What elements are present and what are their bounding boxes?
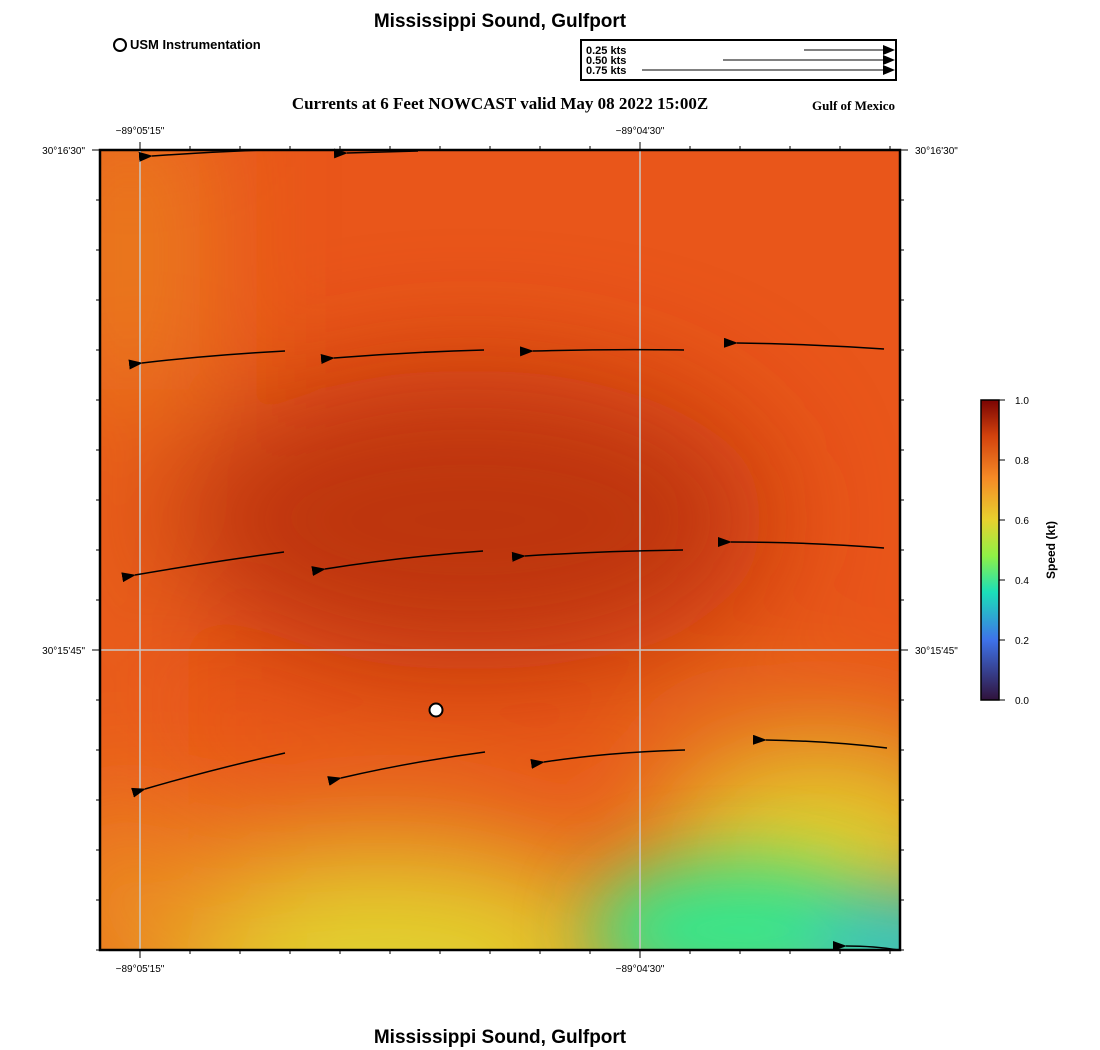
colorbar-tick-label: 1.0: [1015, 396, 1029, 407]
current-vector-arrow: [752, 734, 888, 749]
current-vector-arrow: [723, 337, 885, 350]
current-vector-arrow: [519, 346, 685, 357]
current-vector-arrow: [128, 350, 286, 370]
current-vectors: [121, 148, 899, 951]
region-label: Gulf of Mexico: [812, 98, 896, 113]
station-legend-label: USM Instrumentation: [130, 37, 261, 52]
x-tick-label: −89°05'15": [116, 126, 165, 137]
current-vector-arrow: [327, 751, 486, 786]
colorbar-tick-label: 0.2: [1015, 636, 1029, 647]
x-tick-label: −89°05'15": [116, 964, 165, 975]
y-tick-label: 30°15'45": [42, 646, 85, 657]
footer-title: Mississippi Sound, Gulfport: [373, 1027, 627, 1048]
vector-scale-label: 0.50 kts: [586, 55, 627, 67]
current-vector-arrow: [311, 550, 484, 576]
graticule: [100, 150, 900, 950]
station-marker-icon: [113, 37, 127, 52]
current-vector-arrow: [131, 752, 286, 798]
speed-field: [100, 150, 900, 950]
current-vector-arrow: [320, 349, 485, 365]
x-tick-label: −89°04'30": [616, 964, 665, 975]
colorbar-tick-label: 0.6: [1015, 516, 1029, 527]
speed-colorbar: 1.0 0.8 0.6 0.4 0.2 0.0 Speed (kt): [980, 396, 1058, 707]
vector-scale-legend: 0.25 kts 0.50 kts 0.75 kts: [580, 39, 897, 81]
vector-scale-label: 0.25 kts: [586, 45, 627, 57]
usm-station-marker[interactable]: [428, 702, 444, 718]
vector-scale-arrows: [642, 45, 895, 75]
y-tick-label: 30°16'30": [915, 146, 958, 157]
vector-scale-label: 0.75 kts: [586, 65, 627, 77]
current-vector-arrow: [121, 551, 285, 583]
y-tick-label: 30°15'45": [915, 646, 958, 657]
x-tick-label: −89°04'30": [616, 126, 665, 137]
station-legend: USM Instrumentation: [113, 37, 261, 52]
current-vector-arrow: [717, 536, 885, 549]
colorbar-ramp: [980, 399, 1000, 701]
current-vector-arrow: [530, 749, 686, 769]
map-title: Mississippi Sound, Gulfport: [373, 11, 627, 32]
map-ticks: [92, 142, 908, 958]
colorbar-tick-label: 0.0: [1015, 696, 1029, 707]
current-vector-arrow: [511, 549, 684, 562]
y-tick-label: 30°16'30": [42, 146, 85, 157]
colorbar-tick-label: 0.8: [1015, 456, 1029, 467]
map-subtitle: Currents at 6 Feet NOWCAST valid May 08 …: [291, 94, 709, 113]
colorbar-label: Speed (kt): [1044, 521, 1058, 579]
colorbar-tick-label: 0.4: [1015, 576, 1029, 587]
